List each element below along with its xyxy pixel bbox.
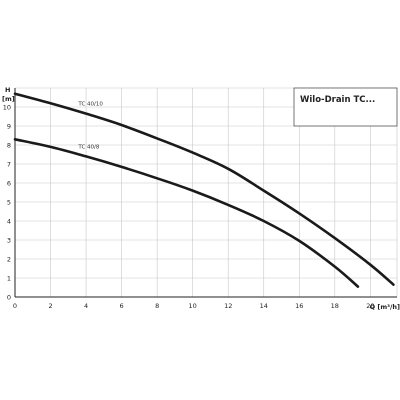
y-axis-label-unit: [m] [2,95,15,103]
x-tick-label: 16 [295,302,303,310]
x-tick-label: 4 [84,302,88,310]
x-tick-label: 10 [189,302,197,310]
y-tick-label: 5 [7,198,11,206]
x-axis-label: Q [m³/h] [370,303,400,311]
x-tick-labels: 0 2 4 6 8 10 12 14 16 18 20 [13,302,375,310]
y-tick-label: 4 [7,217,11,225]
x-tick-label: 18 [331,302,339,310]
chart-title: Wilo-Drain TC... [300,95,375,105]
x-tick-label: 20 [366,302,374,310]
x-tick-label: 12 [224,302,232,310]
x-tick-label: 2 [48,302,52,310]
series-line-tc-40-8 [13,138,360,288]
y-tick-label: 0 [7,293,11,301]
y-tick-label: 2 [7,255,11,263]
x-tick-label: 14 [260,302,268,310]
y-tick-label: 10 [3,103,11,111]
y-tick-label: 8 [7,141,11,149]
y-tick-label: 3 [7,236,11,244]
y-tick-label: 7 [7,160,11,168]
pump-curves: TC 40/10 TC 40/8 [13,92,395,288]
y-tick-label: 1 [7,274,11,282]
series-line-tc-40-10 [13,92,395,286]
y-axis-label-h: H [5,86,10,94]
x-tick-label: 8 [155,302,159,310]
y-tick-label: 6 [7,179,11,187]
series-label: TC 40/10 [77,102,103,108]
y-tick-labels: 0 1 2 3 4 5 6 7 8 9 10 [3,103,11,301]
x-tick-label: 0 [13,302,17,310]
series-label: TC 40/8 [77,145,99,151]
y-tick-label: 9 [7,122,11,130]
title-box [293,87,398,127]
x-tick-label: 6 [120,302,124,310]
